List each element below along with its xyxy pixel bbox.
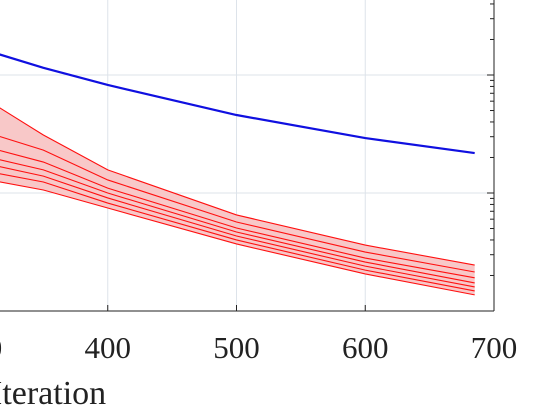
x-tick-label: 400 [85,330,132,365]
x-tick-label: 700 [471,330,518,365]
x-tick-label: 600 [342,330,389,365]
series-line [0,159,475,284]
series-line [0,53,475,155]
series-line [0,107,475,266]
x-tick-label: 500 [213,330,260,365]
series-line [0,150,475,279]
series-line [0,135,475,273]
series-line [0,166,475,288]
axes: 300 400 500 600 700 [0,0,517,365]
x-axis-label: Iteration [0,375,106,412]
x-tick-label: 300 [0,330,2,365]
series-line [0,181,475,296]
spread-band [0,107,475,295]
series-line [0,173,475,292]
plot-area [0,53,475,296]
